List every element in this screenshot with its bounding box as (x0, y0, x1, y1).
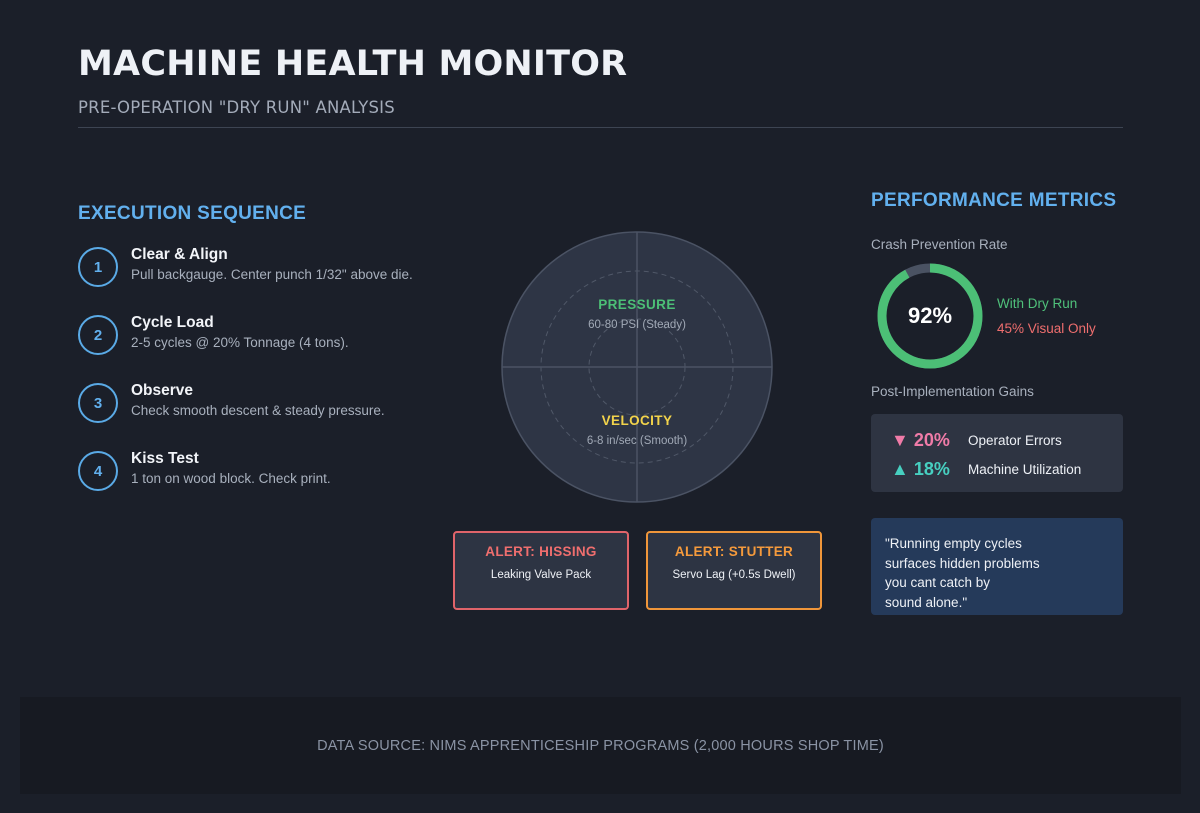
donut-legend: With Dry Run 45% Visual Only (997, 296, 1096, 336)
gain-row: ▲ 18% Machine Utilization (891, 455, 1123, 484)
legend-visual-only: 45% Visual Only (997, 321, 1096, 336)
quote-box: "Running empty cycles surfaces hidden pr… (871, 518, 1123, 615)
pressure-velocity-gauge: PRESSURE 60-80 PSI (Steady) VELOCITY 6-8… (501, 231, 773, 503)
alert-title: ALERT: HISSING (485, 544, 597, 559)
step-description: Pull backgauge. Center punch 1/32" above… (131, 267, 413, 282)
gains-box: ▼ 20% Operator Errors ▲ 18% Machine Util… (871, 414, 1123, 492)
step-description: Check smooth descent & steady pressure. (131, 403, 385, 418)
velocity-label: VELOCITY (601, 413, 673, 428)
pressure-value: 60-80 PSI (Steady) (588, 319, 686, 331)
step-item: 2 Cycle Load 2-5 cycles @ 20% Tonnage (4… (78, 314, 458, 383)
header-divider (78, 127, 1123, 128)
quote-line: surfaces hidden problems (885, 555, 1040, 571)
performance-metrics-title: PERFORMANCE METRICS (871, 190, 1117, 211)
step-item: 4 Kiss Test 1 ton on wood block. Check p… (78, 450, 458, 519)
alert-description: Servo Lag (+0.5s Dwell) (672, 569, 796, 581)
donut-value: 92% (907, 303, 953, 328)
step-item: 1 Clear & Align Pull backgauge. Center p… (78, 246, 458, 315)
footer: DATA SOURCE: NIMS APPRENTICESHIP PROGRAM… (20, 697, 1181, 794)
step-number-badge: 2 (78, 315, 118, 355)
pressure-label: PRESSURE (598, 297, 676, 312)
performance-metrics-panel: PERFORMANCE METRICS Crash Prevention Rat… (871, 190, 1123, 492)
gauge-dial (501, 231, 773, 503)
data-source-text: DATA SOURCE: NIMS APPRENTICESHIP PROGRAM… (317, 737, 884, 754)
alert-stutter-card: ALERT: STUTTER Servo Lag (+0.5s Dwell) (646, 531, 822, 610)
quote-line: sound alone." (885, 594, 968, 610)
velocity-value: 6-8 in/sec (Smooth) (586, 435, 688, 447)
gain-label: Operator Errors (968, 433, 1062, 448)
legend-with-dry-run: With Dry Run (997, 296, 1078, 311)
page-subtitle: PRE-OPERATION "DRY RUN" ANALYSIS (78, 98, 395, 117)
velocity-readout: VELOCITY 6-8 in/sec (Smooth) (501, 413, 773, 447)
step-description: 2-5 cycles @ 20% Tonnage (4 tons). (131, 335, 349, 350)
execution-sequence-panel: EXECUTION SEQUENCE 1 Clear & Align Pull … (78, 203, 458, 519)
step-title: Clear & Align (131, 246, 228, 263)
step-description: 1 ton on wood block. Check print. (131, 471, 331, 486)
gain-value-decrease: ▼ 20% (891, 430, 950, 450)
gain-row: ▼ 20% Operator Errors (891, 426, 1123, 455)
header: MACHINE HEALTH MONITOR PRE-OPERATION "DR… (78, 44, 1123, 128)
step-number-badge: 3 (78, 383, 118, 423)
execution-sequence-title: EXECUTION SEQUENCE (78, 203, 307, 224)
step-list: 1 Clear & Align Pull backgauge. Center p… (78, 246, 458, 519)
gain-value-increase: ▲ 18% (891, 459, 950, 479)
step-number-badge: 4 (78, 451, 118, 491)
pressure-readout: PRESSURE 60-80 PSI (Steady) (501, 297, 773, 331)
gains-label: Post-Implementation Gains (871, 384, 1034, 399)
crash-prevention-donut: 92% (874, 260, 986, 372)
step-number-badge: 1 (78, 247, 118, 287)
donut-progress-arc (877, 263, 983, 369)
alert-description: Leaking Valve Pack (490, 569, 592, 581)
quote-line: you cant catch by (885, 575, 991, 590)
step-title: Kiss Test (131, 450, 199, 467)
quote-line: "Running empty cycles (885, 536, 1022, 551)
alert-hissing-card: ALERT: HISSING Leaking Valve Pack (453, 531, 629, 610)
crash-prevention-label: Crash Prevention Rate (871, 237, 1008, 252)
gain-label: Machine Utilization (968, 462, 1082, 477)
alert-title: ALERT: STUTTER (674, 544, 794, 559)
step-title: Cycle Load (131, 314, 214, 331)
step-item: 3 Observe Check smooth descent & steady … (78, 382, 458, 451)
step-title: Observe (131, 382, 194, 399)
page-title: MACHINE HEALTH MONITOR (78, 44, 628, 84)
